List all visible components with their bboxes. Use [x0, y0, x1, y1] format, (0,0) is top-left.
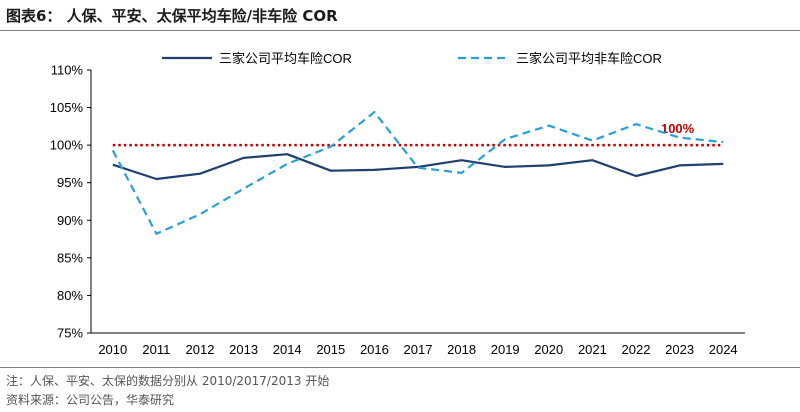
legend-label-1: 三家公司平均车险COR — [219, 51, 352, 66]
line-chart: 75% 80% 85% 90% 95% 100% 105% 110% 2010 2011 2012 2… — [50, 51, 745, 357]
chart-title: 图表6： 人保、平安、太保平均车险/非车险 COR — [6, 7, 338, 25]
x-tick-label: 2022 — [622, 342, 651, 357]
y-tick-label: 110% — [51, 63, 84, 78]
x-tick-label: 2015 — [316, 342, 345, 357]
y-tick-label: 95% — [57, 175, 83, 190]
x-tick-label: 2014 — [273, 342, 302, 357]
y-tick-label: 80% — [57, 288, 83, 303]
x-tick-label: 2011 — [142, 342, 170, 357]
footnote: 注：人保、平安、太保的数据分别从 2010/2017/2013 开始 — [6, 374, 330, 388]
x-tick-label: 2019 — [491, 342, 520, 357]
series-line-1 — [112, 153, 724, 181]
x-tick-label: 2017 — [404, 342, 433, 357]
x-tick-label: 2024 — [709, 342, 738, 357]
x-tick-label: 2023 — [665, 342, 694, 357]
y-tick-label: 75% — [57, 326, 83, 341]
x-tick-label: 2020 — [534, 342, 563, 357]
series-line-2 — [111, 110, 724, 235]
source-note: 资料来源：公司公告，华泰研究 — [6, 393, 175, 407]
title-bar: 图表6： 人保、平安、太保平均车险/非车险 COR — [0, 0, 800, 30]
x-tick-label: 2012 — [186, 342, 215, 357]
x-tick-label: 2018 — [447, 342, 476, 357]
footer-divider — [0, 367, 800, 368]
legend-label-2: 三家公司平均非车险COR — [516, 51, 662, 66]
x-tick-label: 2016 — [360, 342, 389, 357]
reference-line-label: 100% — [661, 121, 695, 136]
y-tick-label: 85% — [57, 250, 83, 265]
x-tick-label: 2021 — [578, 342, 607, 357]
y-tick-label: 100% — [50, 138, 84, 153]
title-divider — [0, 30, 800, 31]
y-tick-label: 90% — [57, 213, 83, 228]
x-tick-label: 2010 — [98, 342, 127, 357]
y-tick-label: 105% — [50, 100, 84, 115]
x-tick-label: 2013 — [229, 342, 258, 357]
chart-area: 75% 80% 85% 90% 95% 100% 105% 110% 2010 2011 2012 2… — [0, 31, 800, 366]
